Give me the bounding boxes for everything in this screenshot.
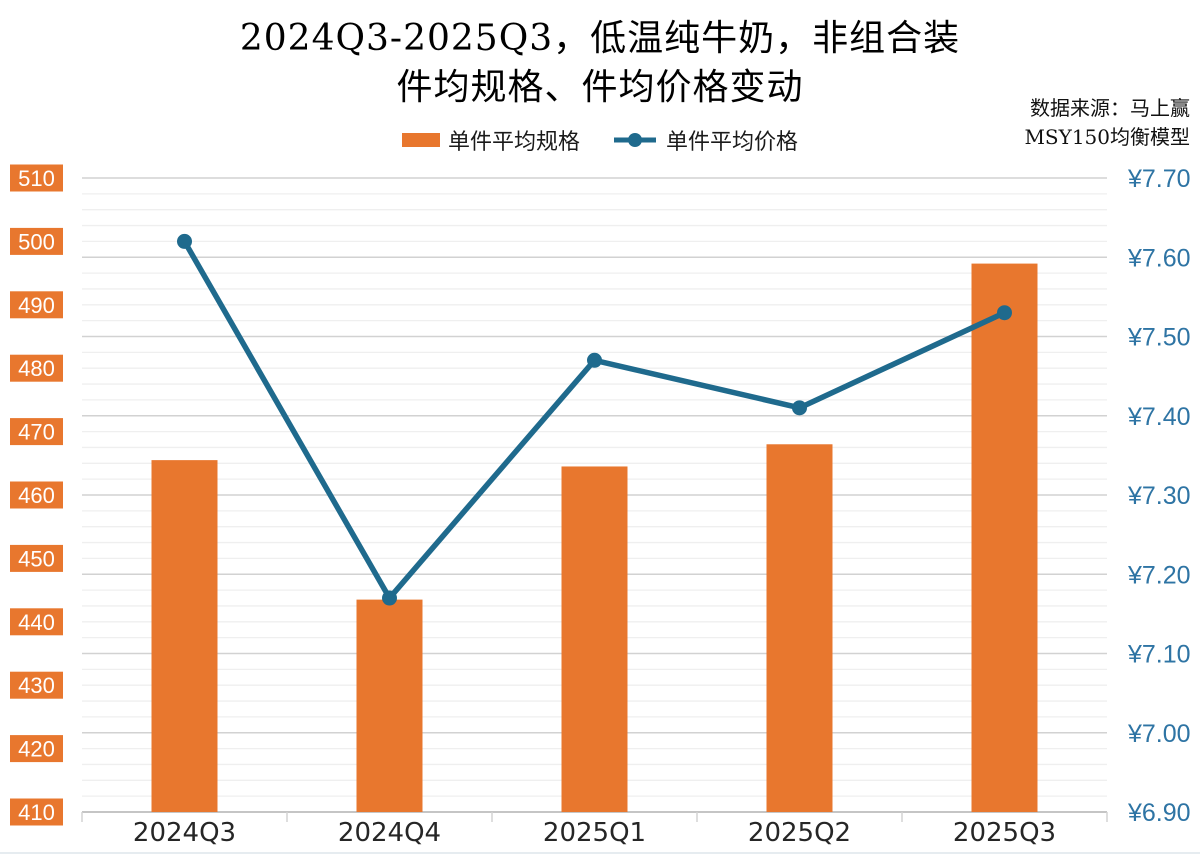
right-axis-tick-label: ¥7.00 bbox=[1127, 720, 1191, 748]
left-axis-tick-bg bbox=[10, 481, 63, 509]
chart-title: 2024Q3-2025Q3，低温纯牛奶，非组合装 件均规格、件均价格变动 bbox=[0, 14, 1200, 112]
left-axis-tick-label: 410 bbox=[18, 800, 55, 825]
right-axis-tick-label: ¥7.20 bbox=[1127, 561, 1191, 589]
left-axis-tick-bg bbox=[10, 354, 63, 382]
left-axis-tick-label: 450 bbox=[18, 546, 55, 571]
left-axis-tick-bg bbox=[10, 227, 63, 255]
left-axis-tick-label: 460 bbox=[18, 483, 55, 508]
left-axis-tick-label: 430 bbox=[18, 673, 55, 698]
left-axis-tick-bg bbox=[10, 418, 63, 446]
price-point-2025q3 bbox=[997, 305, 1012, 321]
chart-title-line1: 2024Q3-2025Q3，低温纯牛奶，非组合装 bbox=[239, 18, 961, 59]
left-axis-tick-bg bbox=[10, 164, 63, 192]
left-axis-tick-label: 440 bbox=[18, 610, 55, 635]
x-axis-label-2025q3: 2025Q3 bbox=[953, 818, 1056, 848]
x-axis-label-2024q3: 2024Q3 bbox=[133, 818, 236, 848]
bar-2025q2 bbox=[766, 444, 833, 812]
legend-label-price: 单件平均价格 bbox=[666, 130, 799, 155]
left-axis-tick-bg bbox=[10, 735, 63, 763]
bar-2025q3 bbox=[971, 263, 1038, 813]
right-axis-tick-label: ¥7.70 bbox=[1127, 165, 1191, 193]
price-point-2024q4 bbox=[382, 590, 397, 606]
legend: 单件平均规格 单件平均价格 bbox=[0, 124, 1200, 156]
left-axis-tick-bg bbox=[10, 798, 63, 826]
right-axis-tick-label: ¥7.30 bbox=[1127, 482, 1191, 510]
left-axis-tick-label: 510 bbox=[18, 166, 55, 191]
price-point-2024q3 bbox=[177, 233, 192, 249]
left-axis-tick-label: 480 bbox=[18, 356, 55, 381]
left-axis-tick-bg bbox=[10, 608, 63, 636]
bar-2024q3 bbox=[151, 460, 218, 812]
left-axis-tick-bg bbox=[10, 291, 63, 319]
data-source-note: 数据来源：马上赢 MSY150均衡模型 bbox=[1024, 94, 1190, 152]
data-source-line1: 数据来源：马上赢 bbox=[1030, 96, 1190, 120]
chart-title-line2: 件均规格、件均价格变动 bbox=[396, 67, 804, 108]
left-axis-tick-label: 470 bbox=[18, 420, 55, 445]
right-axis-tick-label: ¥6.90 bbox=[1127, 799, 1191, 827]
data-source-line2: MSY150均衡模型 bbox=[1024, 125, 1190, 149]
left-axis-tick-bg bbox=[10, 671, 63, 699]
x-axis-label-2024q4: 2024Q4 bbox=[338, 818, 441, 848]
x-axis-label-2025q1: 2025Q1 bbox=[543, 818, 646, 848]
left-axis-tick-bg bbox=[10, 544, 63, 572]
legend-item-spec: 单件平均规格 bbox=[401, 124, 580, 156]
left-axis-tick-label: 500 bbox=[18, 229, 55, 254]
right-axis-tick-label: ¥7.10 bbox=[1127, 641, 1191, 669]
x-axis-label-2025q2: 2025Q2 bbox=[748, 818, 851, 848]
right-axis-tick-label: ¥7.40 bbox=[1127, 403, 1191, 431]
right-axis-tick-label: ¥7.60 bbox=[1127, 244, 1191, 272]
legend-item-price: 单件平均价格 bbox=[612, 124, 798, 156]
legend-label-spec: 单件平均规格 bbox=[447, 130, 580, 155]
bar-2024q4 bbox=[356, 599, 423, 812]
bar-swatch-icon bbox=[401, 133, 440, 147]
line-swatch-icon bbox=[614, 133, 656, 147]
left-axis-tick-label: 490 bbox=[18, 293, 55, 318]
right-axis-tick-label: ¥7.50 bbox=[1127, 324, 1191, 352]
price-point-2025q1 bbox=[587, 352, 602, 368]
left-axis-tick-label: 420 bbox=[18, 737, 55, 762]
bar-2025q1 bbox=[561, 466, 628, 812]
price-point-2025q2 bbox=[792, 400, 807, 416]
